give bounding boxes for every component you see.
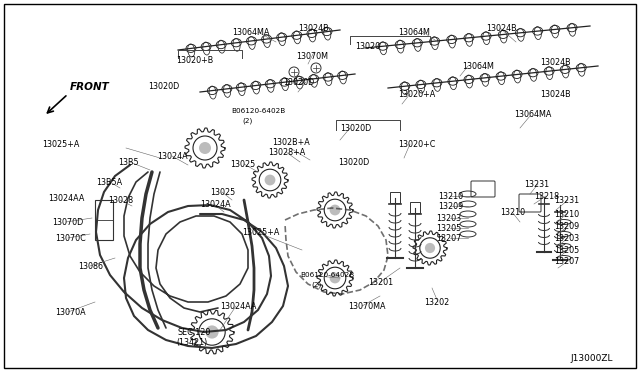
- Text: SEC.120: SEC.120: [178, 328, 211, 337]
- Text: 13024AA: 13024AA: [220, 302, 257, 311]
- Text: 13020+B: 13020+B: [176, 56, 213, 65]
- Text: (2): (2): [311, 282, 321, 289]
- Text: B06120-6402B: B06120-6402B: [300, 272, 355, 278]
- Text: 13024AA: 13024AA: [48, 194, 84, 203]
- Circle shape: [199, 142, 211, 154]
- Bar: [410, 202, 420, 213]
- Bar: [95, 200, 113, 240]
- Text: 13070M: 13070M: [296, 52, 328, 61]
- Text: 13B5A: 13B5A: [96, 178, 122, 187]
- Text: 13024B: 13024B: [540, 90, 571, 99]
- Text: 13201: 13201: [368, 278, 393, 287]
- Text: 13064M: 13064M: [398, 28, 430, 37]
- Text: 13020+C: 13020+C: [398, 140, 435, 149]
- Text: 13024B: 13024B: [540, 58, 571, 67]
- Text: 13064M: 13064M: [462, 62, 494, 71]
- Text: 13020D: 13020D: [283, 78, 314, 87]
- Text: 13210: 13210: [554, 210, 579, 219]
- Text: 13070MA: 13070MA: [348, 302, 385, 311]
- Bar: [390, 192, 400, 203]
- Text: 13B5: 13B5: [118, 158, 139, 167]
- Text: 13064MA: 13064MA: [232, 28, 269, 37]
- Text: 13028+A: 13028+A: [268, 148, 305, 157]
- Text: 13070A: 13070A: [55, 308, 86, 317]
- Text: 13024B: 13024B: [486, 24, 516, 33]
- Text: 13207: 13207: [436, 234, 461, 243]
- Text: 13202: 13202: [424, 298, 449, 307]
- Text: 13064MA: 13064MA: [514, 110, 552, 119]
- Text: J13000ZL: J13000ZL: [570, 354, 612, 363]
- Text: 13203: 13203: [436, 214, 461, 223]
- Text: 13207: 13207: [554, 257, 579, 266]
- Text: 13028: 13028: [108, 196, 133, 205]
- Text: 13024A: 13024A: [200, 200, 230, 209]
- Text: 13086: 13086: [78, 262, 103, 271]
- Text: (2): (2): [242, 118, 252, 125]
- Circle shape: [425, 243, 435, 253]
- Text: 13209: 13209: [438, 202, 463, 211]
- Text: 13070C: 13070C: [55, 234, 86, 243]
- Circle shape: [330, 205, 340, 215]
- Circle shape: [205, 326, 219, 339]
- Circle shape: [330, 273, 340, 283]
- Text: 1302B+A: 1302B+A: [272, 138, 310, 147]
- Text: 13020D: 13020D: [340, 124, 371, 133]
- Text: 13205: 13205: [554, 246, 579, 255]
- Text: 13231: 13231: [554, 196, 579, 205]
- Text: 13020+A: 13020+A: [398, 90, 435, 99]
- Text: 13025+A: 13025+A: [242, 228, 280, 237]
- Text: (13421): (13421): [176, 338, 207, 347]
- Text: B06120-6402B: B06120-6402B: [231, 108, 285, 114]
- Text: 13210: 13210: [500, 208, 525, 217]
- Text: 13218: 13218: [534, 192, 559, 201]
- Text: 13024A: 13024A: [157, 152, 188, 161]
- Text: 13231: 13231: [524, 180, 549, 189]
- Text: 13209: 13209: [554, 222, 579, 231]
- Text: 13205: 13205: [436, 224, 461, 233]
- Text: 13210: 13210: [438, 192, 463, 201]
- Text: 13025+A: 13025+A: [42, 140, 79, 149]
- Text: 13020: 13020: [355, 42, 380, 51]
- Circle shape: [264, 174, 275, 185]
- Text: FRONT: FRONT: [70, 82, 109, 92]
- Text: 13020D: 13020D: [338, 158, 369, 167]
- Text: 13024B: 13024B: [298, 24, 328, 33]
- Text: 13203: 13203: [554, 234, 579, 243]
- Text: 13020D: 13020D: [148, 82, 179, 91]
- Text: 13025: 13025: [230, 160, 255, 169]
- Text: 13025: 13025: [210, 188, 236, 197]
- Text: 13070D: 13070D: [52, 218, 83, 227]
